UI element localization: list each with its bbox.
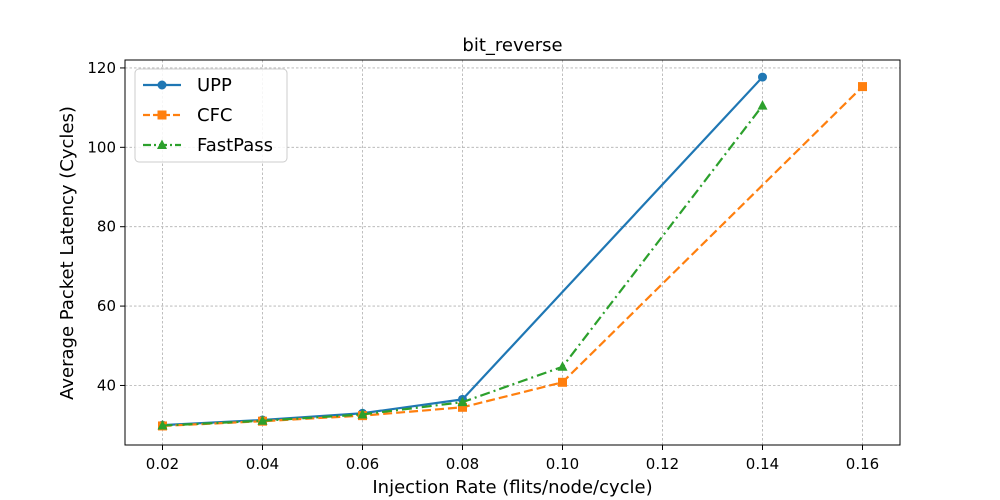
legend: UPP CFC FastPass [134, 68, 288, 163]
legend-label-fastpass: FastPass [197, 135, 273, 156]
legend-marker-cfc [157, 110, 167, 120]
x-tick-label: 0.16 [846, 455, 879, 473]
x-tick-label: 0.02 [146, 455, 179, 473]
data-point-fastpass [257, 415, 268, 425]
y-tick-label: 80 [97, 218, 116, 236]
x-tick-label: 0.08 [446, 455, 479, 473]
y-tick-label: 40 [97, 376, 116, 394]
legend-entry-upp: UPP [143, 75, 232, 96]
x-tick-label: 0.04 [246, 455, 279, 473]
legend-label-cfc: CFC [197, 105, 233, 126]
data-point-cfc [458, 402, 467, 412]
data-point-fastpass [457, 396, 468, 407]
data-point-fastpass [757, 100, 768, 110]
y-tick-label: 120 [87, 59, 116, 77]
series-fastpass [157, 100, 768, 430]
legend-entry-fastpass: FastPass [143, 135, 273, 156]
x-tick-label: 0.10 [546, 455, 579, 473]
legend-label-upp: UPP [197, 75, 232, 96]
data-point-upp [758, 72, 767, 82]
x-tick-label: 0.06 [346, 455, 379, 473]
legend-marker-upp [157, 80, 167, 90]
x-axis-label: Injection Rate (flits/node/cycle) [372, 477, 652, 498]
series-line-fastpass [162, 104, 764, 427]
legend-entry-cfc: CFC [143, 105, 233, 126]
data-point-fastpass [557, 361, 568, 371]
y-tick-label: 60 [97, 297, 116, 315]
y-tick-label: 100 [87, 138, 116, 156]
x-tick-label: 0.14 [746, 455, 779, 473]
x-tick-label: 0.12 [646, 455, 679, 473]
data-point-cfc [858, 82, 867, 92]
plot-area-frame [124, 59, 901, 446]
data-point-fastpass [157, 420, 168, 430]
series-layer [157, 72, 867, 431]
axes: 0.02 0.04 0.06 0.08 0.10 0.12 0.14 0.16 40 60 80 10… [87, 59, 879, 473]
legend-box [134, 68, 288, 163]
y-axis-label: Average Packet Latency (Cycles) [57, 106, 78, 400]
chart-title: bit_reverse [462, 35, 562, 56]
legend-marker-fastpass [157, 139, 167, 149]
data-point-cfc [558, 377, 567, 387]
data-point-fastpass [357, 408, 368, 419]
